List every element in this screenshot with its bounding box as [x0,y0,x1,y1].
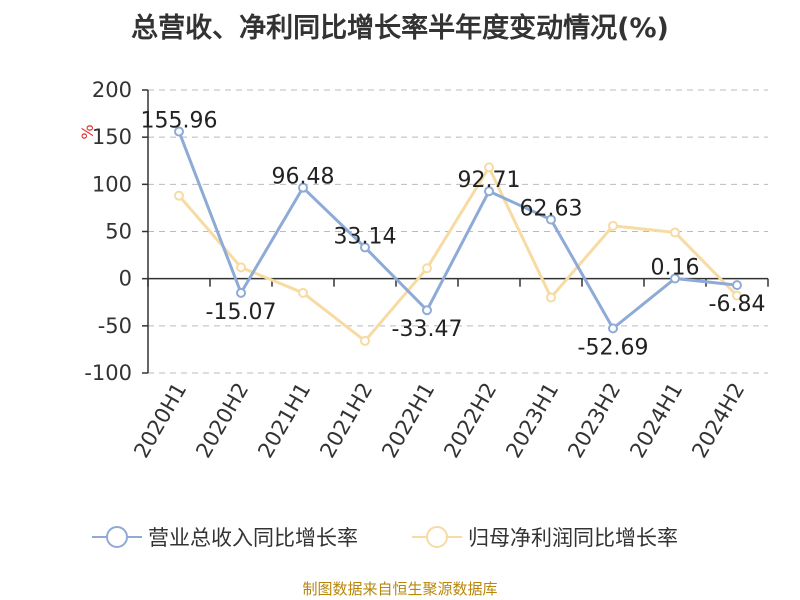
data-point-profit [546,292,556,303]
data-point-profit [670,227,680,238]
x-tick-label: 2024H1 [625,379,687,463]
legend-label-revenue: 营业总收入同比增长率 [148,526,358,550]
data-point-revenue [174,126,184,137]
x-tick-label: 2022H1 [377,379,439,463]
data-point-profit [608,220,618,231]
data-labels: 155.96 -15.07 96.48 33.14 -33.47 92.71 62.63 -5… [141,109,766,361]
legend-marker-profit [412,526,462,548]
y-unit-label: % [78,124,97,139]
data-label: -6.84 [709,292,766,317]
data-point-revenue [670,273,680,284]
legend-marker-revenue [92,526,142,548]
data-point-revenue [236,287,246,298]
x-tick-label: 2023H1 [501,379,563,463]
data-point-revenue [608,323,618,334]
data-label: 0.16 [651,256,700,281]
y-tick-label: 200 [92,78,132,102]
data-point-profit [298,287,308,298]
legend-item-profit[interactable]: 归母净利润同比增长率 [412,522,678,552]
x-tick-label: 2021H2 [315,379,377,463]
data-point-revenue [298,182,308,193]
data-point-profit [732,290,742,301]
data-label: -15.07 [206,300,277,325]
y-tick-label: -100 [84,361,132,385]
data-point-revenue [732,280,742,291]
data-point-profit [422,263,432,274]
data-point-profit [174,190,184,201]
data-point-revenue [360,242,370,253]
data-label: 155.96 [141,109,218,134]
data-label: 62.63 [520,197,583,222]
x-tick-label: 2020H2 [191,379,253,463]
grid-lines [148,89,768,374]
x-tick-label: 2024H2 [687,379,749,463]
data-point-revenue [484,186,494,197]
series-line-revenue [177,131,738,330]
y-tick-label: -50 [98,314,132,338]
data-point-profit [236,262,246,273]
data-label: 92.71 [458,168,521,193]
y-tick-label: 50 [105,220,132,244]
chart-title: 总营收、净利同比增长率半年度变动情况(%) [131,13,669,44]
data-label: -33.47 [392,317,463,342]
series-layer [174,126,742,346]
x-tick-label: 2021H1 [253,379,315,463]
y-tick-label: 150 [92,125,132,149]
y-tick-label: 100 [92,172,132,196]
y-tick-label: 0 [119,267,132,291]
legend-item-revenue[interactable]: 营业总收入同比增长率 [92,522,358,552]
data-point-revenue [422,305,432,316]
data-label: -52.69 [578,335,649,360]
legend-label-profit: 归母净利润同比增长率 [468,526,678,550]
x-tick-label: 2023H2 [563,379,625,463]
series-line-profit [177,165,739,343]
data-label: 96.48 [272,165,335,190]
data-point-profit [484,162,494,173]
data-label: 33.14 [334,224,397,249]
data-point-revenue [546,214,556,225]
data-point-profit [360,335,370,346]
x-tick-label: 2022H2 [439,379,501,463]
source-note: 制图数据来自恒生聚源数据库 [302,580,498,598]
x-tick-label: 2020H1 [129,379,191,463]
